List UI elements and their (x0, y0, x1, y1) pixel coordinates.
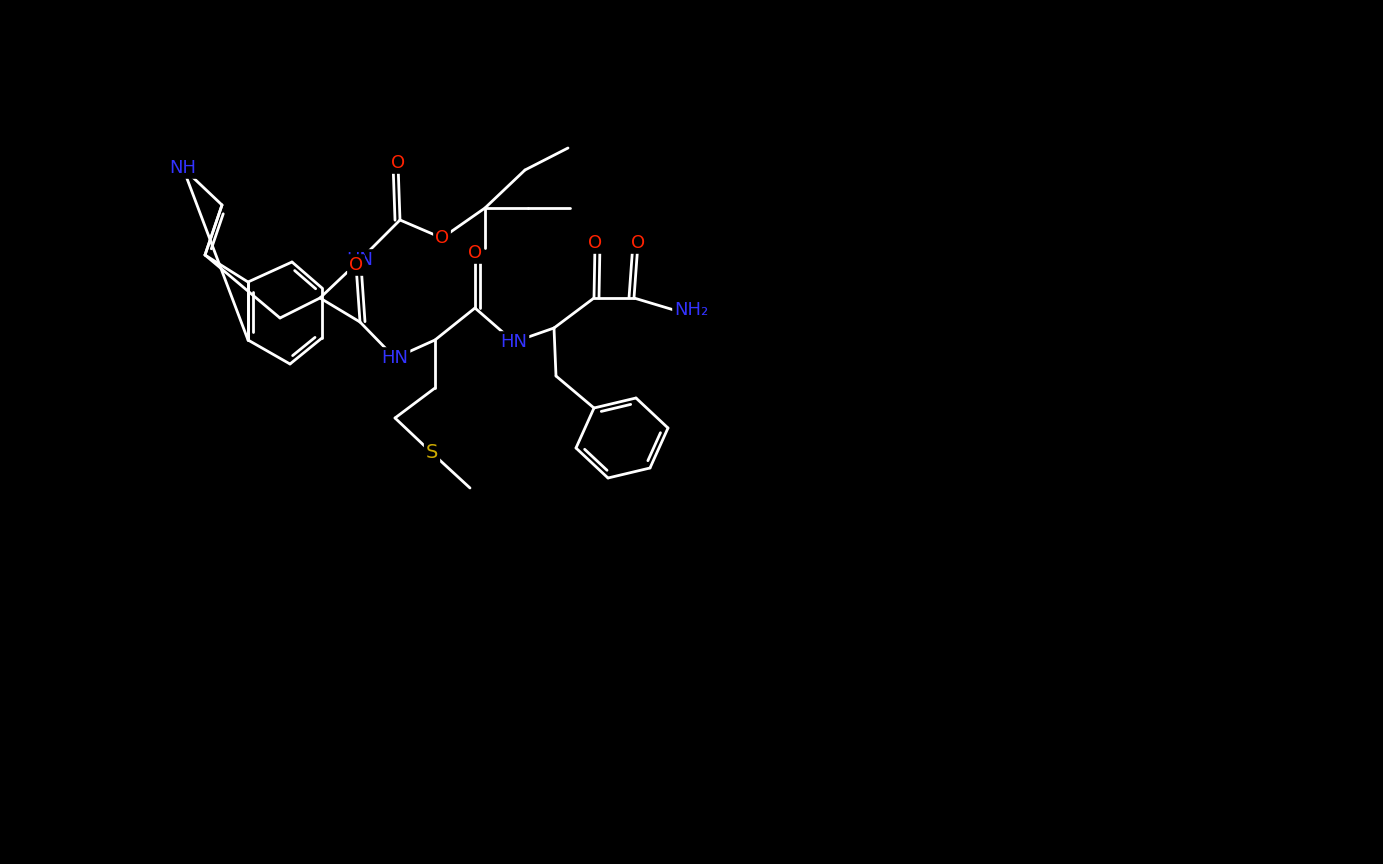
Text: O: O (467, 244, 483, 262)
Text: HN: HN (501, 333, 527, 351)
Text: O: O (631, 234, 644, 252)
Text: S: S (426, 443, 438, 462)
Text: NH: NH (170, 159, 196, 177)
Text: O: O (588, 234, 602, 252)
Text: O: O (434, 229, 449, 247)
Text: O: O (349, 256, 364, 274)
Text: NH₂: NH₂ (674, 301, 708, 319)
Text: O: O (391, 154, 405, 172)
Text: HN: HN (347, 251, 373, 269)
Text: HN: HN (382, 349, 408, 367)
